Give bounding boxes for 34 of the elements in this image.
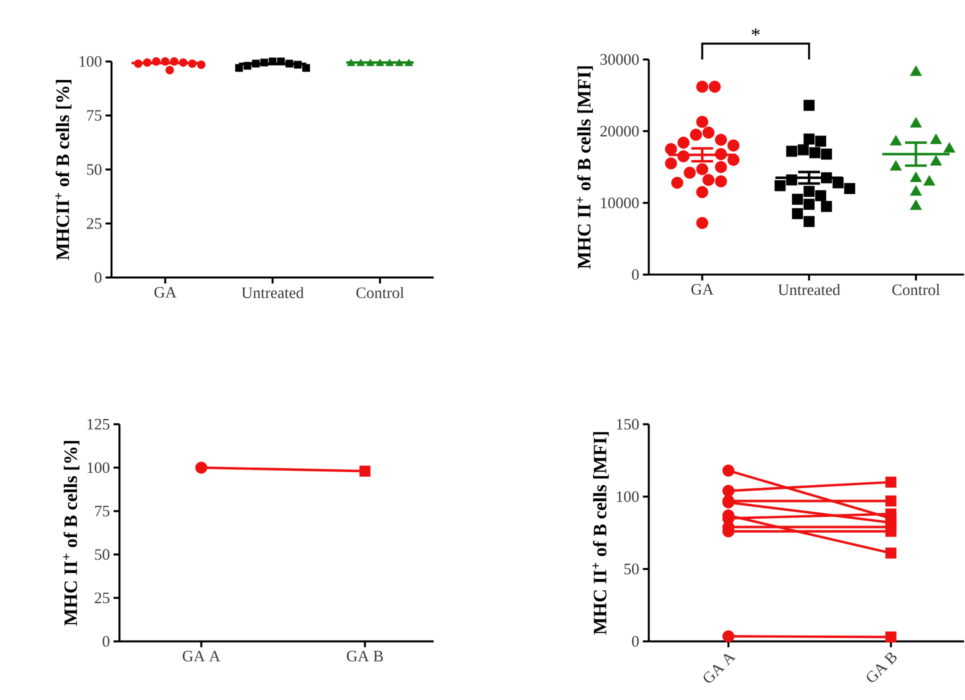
x-tick-label: Control xyxy=(356,287,404,298)
y-tick-label: 50 xyxy=(87,164,102,175)
y-tick-label: 0 xyxy=(632,269,639,280)
y-tick-label: 20000 xyxy=(600,126,639,137)
x-tick-label: Untreated xyxy=(778,284,840,296)
y-tick-label: 100 xyxy=(88,462,110,474)
x-tick-label: Control xyxy=(892,284,940,296)
y-axis-title: MHC II$^{+}$ of B cells [%] xyxy=(63,441,80,626)
y-axis-title: MHC II$^{+}$ of B cells [MFI] xyxy=(576,66,593,269)
x-tick-label: GA B xyxy=(346,650,383,662)
y-tick-label: 10000 xyxy=(601,198,639,208)
text: * xyxy=(752,28,760,36)
y-tick-label: 50 xyxy=(95,549,110,560)
x-tick-label: GA xyxy=(154,287,177,298)
y-axis-title: MHC II$^{+}$ of B cells [MFI] xyxy=(592,432,609,635)
y-tick-label: 150 xyxy=(616,418,639,430)
y-tick-label: 125 xyxy=(88,419,110,430)
y-tick-label: 75 xyxy=(95,506,110,516)
x-tick-label: GA A xyxy=(182,650,220,662)
y-tick-label: 0 xyxy=(632,636,639,647)
x-tick-label: Untreated xyxy=(242,287,304,298)
y-tick-label: 50 xyxy=(624,564,639,574)
y-tick-label: 25 xyxy=(94,592,110,604)
y-tick-label: 0 xyxy=(102,636,110,647)
y-tick-label: 0 xyxy=(94,272,102,283)
y-axis-title: MHCII$^{+}$ of B cells [%] xyxy=(55,80,72,260)
y-tick-label: 25 xyxy=(86,218,102,229)
y-tick-label: 100 xyxy=(616,491,639,502)
y-tick-label: 75 xyxy=(87,110,102,121)
x-tick-label: GA B xyxy=(866,652,897,682)
y-tick-label: 100 xyxy=(80,56,102,67)
y-tick-label: 30000 xyxy=(600,54,639,65)
x-tick-label: GA xyxy=(691,284,714,295)
x-tick-label: GA A xyxy=(704,654,736,683)
